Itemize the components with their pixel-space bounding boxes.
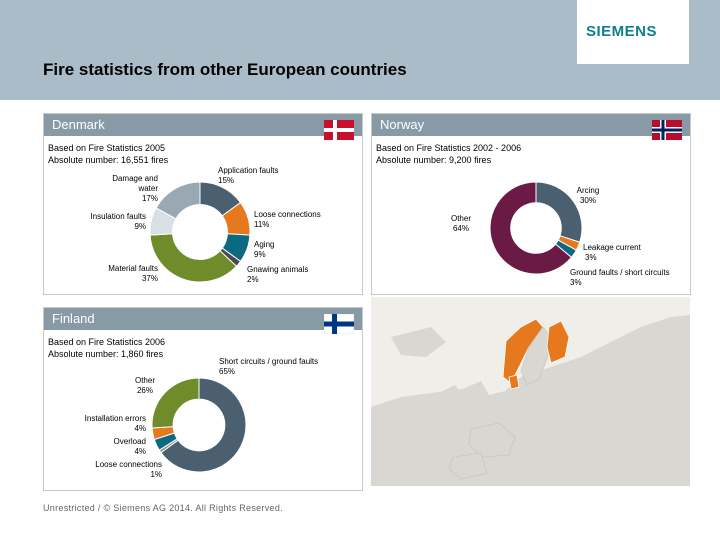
label-line: Leakage current [583, 243, 641, 252]
label-line: Application faults [218, 166, 279, 175]
label-line: Loose connections [95, 460, 162, 469]
label-line: water [138, 184, 158, 193]
slice-damage-and-water [155, 181, 201, 220]
slice-material-faults [149, 233, 238, 283]
norway-label-leakage: Leakage current 3% [583, 243, 641, 263]
finland-label-other: Other 26% [125, 376, 165, 396]
label-line: Overload [113, 437, 146, 446]
norway-donut-chart [489, 181, 583, 275]
finland-label-short: Short circuits / ground faults 65% [219, 357, 318, 377]
slice-short-circuits-ground-faults [160, 377, 247, 473]
map-iceland [391, 327, 446, 357]
slice-arcing [535, 181, 583, 243]
page-title: Fire statistics from other European coun… [43, 60, 407, 79]
norway-header: Norway [372, 114, 690, 136]
finland-source: Based on Fire Statistics 2006 [48, 337, 166, 347]
label-line: 3% [570, 278, 582, 287]
label-line: 9% [254, 250, 266, 259]
denmark-label-gnawing: Gnawing animals 2% [247, 265, 308, 285]
label-line: Aging [254, 240, 275, 249]
denmark-header: Denmark [44, 114, 362, 136]
denmark-label-material: Material faults 37% [60, 264, 158, 284]
label-line: 17% [141, 194, 158, 203]
finland-label-loose: Loose connections 1% [60, 460, 162, 480]
map-finland [546, 320, 570, 364]
label-line: 65% [219, 367, 236, 376]
label-line: 64% [452, 224, 469, 233]
slice-other [151, 377, 200, 429]
label-line: 15% [218, 176, 235, 185]
denmark-flag-icon [324, 120, 354, 140]
denmark-label-insulation: Insulation faults 9% [60, 212, 146, 232]
finland-label-overload: Overload 4% [60, 437, 146, 457]
map-france [468, 422, 516, 458]
label-line: Other [450, 214, 471, 223]
europe-map [371, 297, 690, 486]
label-line: 30% [579, 196, 596, 205]
logo-area [577, 0, 689, 64]
label-line: 1% [150, 470, 162, 479]
label-line: 4% [134, 424, 146, 433]
label-line: 4% [134, 447, 146, 456]
label-line: 37% [141, 274, 158, 283]
map-denmark [508, 374, 520, 390]
label-line: Other [134, 376, 155, 385]
label-line: 11% [254, 220, 270, 229]
norway-label-other: Other 64% [446, 214, 476, 234]
label-line: Short circuits / ground faults [219, 357, 319, 366]
map-continent [371, 315, 690, 486]
norway-flag-icon [652, 120, 682, 140]
slice-other [489, 181, 573, 275]
siemens-logo: SIEMENS [586, 23, 658, 40]
denmark-donut-chart [149, 181, 251, 283]
label-line: Material faults [108, 264, 158, 273]
finland-title: Finland [52, 311, 95, 326]
denmark-label-loose: Loose connections 11% [254, 210, 321, 230]
map-uk [439, 385, 463, 419]
label-line: 26% [136, 386, 153, 395]
finland-absolute: Absolute number: 1,860 fires [48, 349, 164, 359]
finland-header: Finland [44, 308, 362, 330]
footer-copyright: Unrestricted / © Siemens AG 2014. All Ri… [43, 503, 283, 513]
label-line: 2% [247, 275, 259, 284]
norway-label-ground: Ground faults / short circuits 3% [570, 268, 670, 288]
finland-label-install: Installation errors 4% [60, 414, 146, 434]
label-line: Damage and [112, 174, 158, 183]
norway-source: Based on Fire Statistics 2002 - 2006 [376, 143, 522, 153]
denmark-label-damage-water: Damage and water 17% [60, 174, 158, 204]
label-line: Gnawing animals [247, 265, 309, 274]
finland-donut-chart [151, 377, 247, 473]
norway-absolute: Absolute number: 9,200 fires [376, 155, 492, 165]
norway-label-arcing: Arcing 30% [568, 186, 608, 206]
map-iberia [448, 452, 488, 480]
map-sweden [520, 326, 552, 386]
label-line: Installation errors [84, 414, 146, 423]
norway-title: Norway [380, 117, 425, 132]
label-line: 3% [585, 253, 597, 262]
denmark-title: Denmark [52, 117, 105, 132]
label-line: Loose connections [254, 210, 321, 219]
label-line: Arcing [576, 186, 600, 195]
label-line: Insulation faults [90, 212, 146, 221]
label-line: Ground faults / short circuits [570, 268, 670, 277]
denmark-absolute: Absolute number: 16,551 fires [48, 155, 169, 165]
denmark-label-application: Application faults 15% [218, 166, 278, 186]
denmark-source: Based on Fire Statistics 2005 [48, 143, 166, 153]
finland-flag-icon [324, 314, 354, 334]
denmark-label-aging: Aging 9% [254, 240, 274, 260]
label-line: 9% [134, 222, 146, 231]
